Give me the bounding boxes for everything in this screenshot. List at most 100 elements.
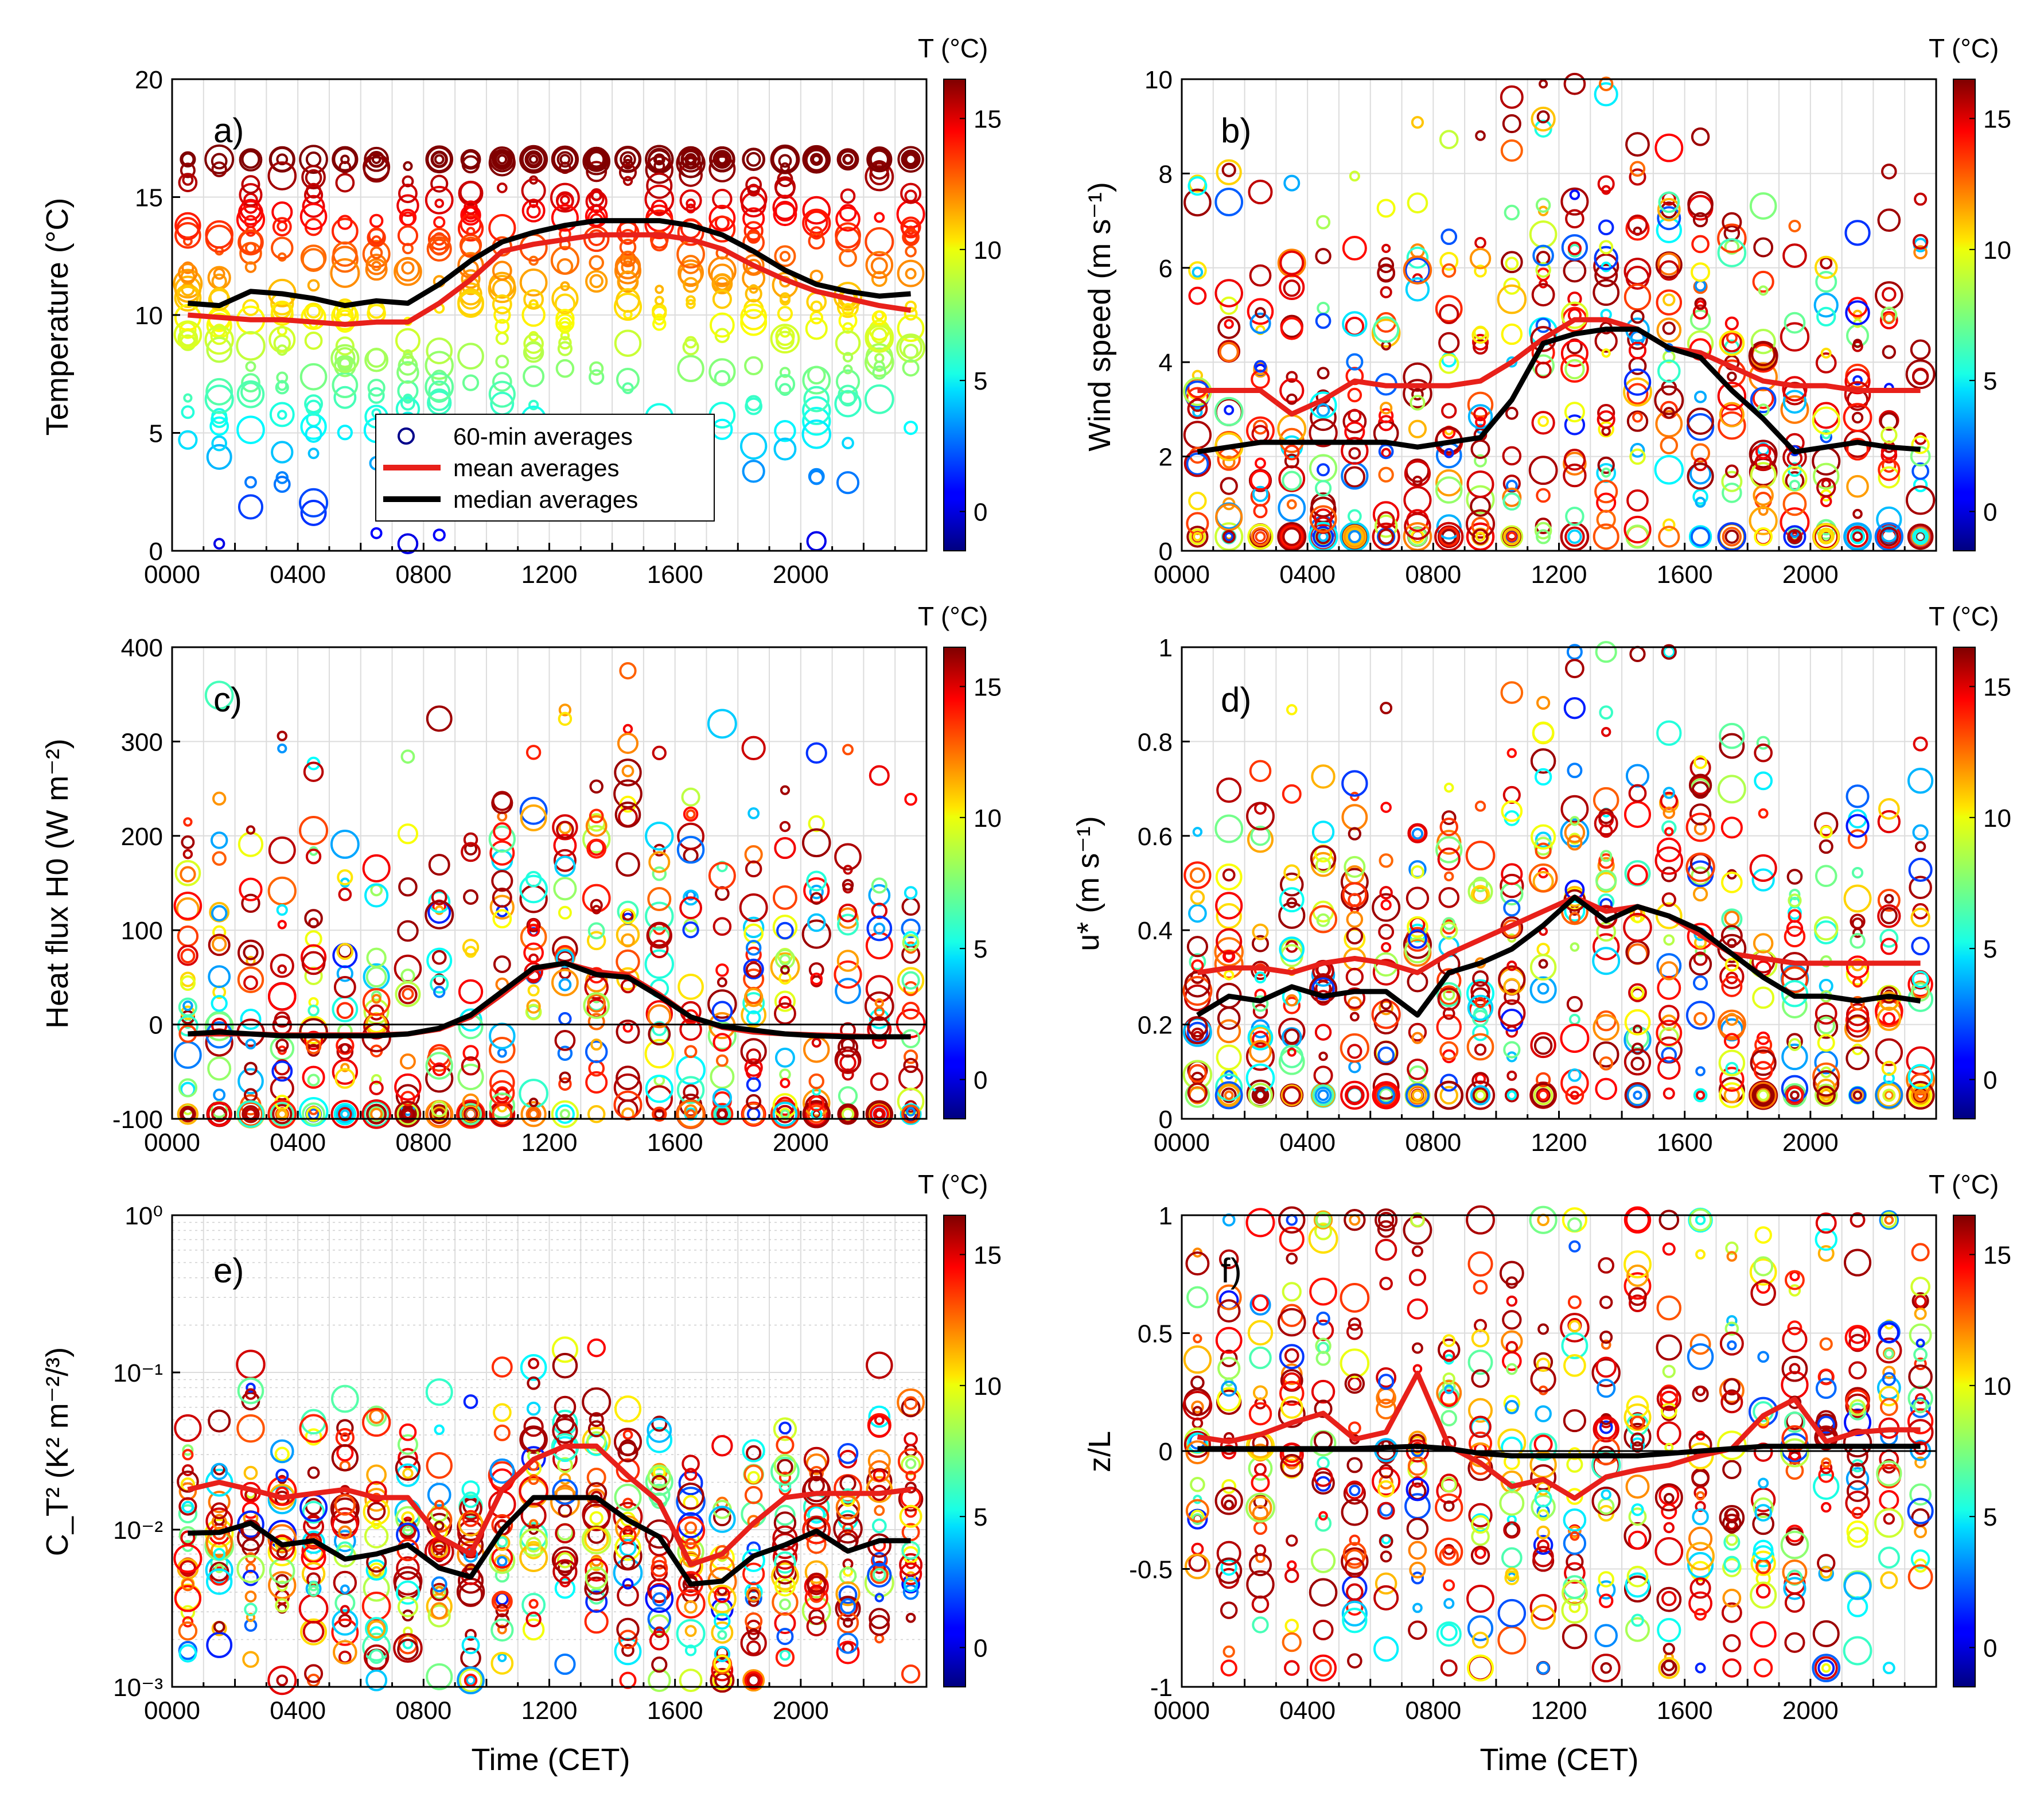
scatter-point	[1597, 1379, 1616, 1398]
scatter-point	[1879, 1398, 1898, 1417]
scatter-point	[1345, 527, 1364, 546]
scatter-point	[523, 333, 544, 354]
scatter-point	[305, 425, 322, 443]
scatter-point	[1594, 1624, 1618, 1648]
scatter-point	[492, 1403, 512, 1422]
scatter-point	[1191, 1400, 1204, 1414]
scatter-point	[1188, 261, 1207, 280]
scatter-point	[491, 870, 513, 892]
scatter-point	[811, 1037, 822, 1048]
scatter-point	[334, 1104, 355, 1125]
scatter-point	[1350, 791, 1360, 802]
scatter-point	[1221, 1479, 1237, 1494]
scatter-point	[1341, 1547, 1369, 1576]
scatter-point	[1345, 1480, 1364, 1500]
scatter-point	[1380, 802, 1392, 813]
scatter-point	[1656, 720, 1682, 746]
scatter-point	[1435, 1493, 1463, 1522]
scatter-point	[1315, 1212, 1331, 1228]
scatter-point	[802, 208, 831, 238]
scatter-point	[1754, 771, 1773, 791]
scatter-point	[433, 528, 446, 542]
scatter-point	[1843, 403, 1872, 433]
scatter-point	[1722, 483, 1742, 503]
scatter-point	[808, 1609, 825, 1625]
scatter-point	[1815, 352, 1837, 374]
scatter-point	[809, 469, 824, 485]
scatter-point	[1349, 1484, 1361, 1496]
scatter-point	[1502, 785, 1521, 804]
median-line-f	[1182, 1444, 1936, 1458]
scatter-point	[1317, 463, 1330, 477]
scatter-point	[1628, 1287, 1647, 1306]
scatter-point	[1564, 402, 1585, 423]
scatter-point	[835, 1049, 861, 1074]
scatter-point	[393, 1566, 423, 1596]
scatter-point	[556, 1457, 573, 1473]
scatter-point	[897, 1087, 925, 1115]
scatter-point	[742, 147, 766, 172]
scatter-point	[620, 1555, 636, 1570]
scatter-point	[1663, 787, 1675, 799]
scatter-point	[181, 1500, 194, 1514]
scatter-point	[245, 1563, 256, 1574]
x-tick-label: 0000	[144, 1129, 200, 1157]
scatter-point	[1595, 1078, 1617, 1100]
scatter-point	[1372, 1072, 1400, 1100]
scatter-point	[1726, 332, 1738, 344]
scatter-point	[1568, 1068, 1582, 1082]
scatter-point	[1599, 1296, 1613, 1309]
scatter-point	[865, 975, 893, 1003]
scatter-point	[335, 173, 355, 193]
scatter-point	[551, 204, 579, 232]
scatter-point	[678, 974, 704, 1000]
scatter-point	[180, 162, 196, 178]
scatter-point	[495, 1604, 509, 1617]
scatter-point	[1560, 354, 1589, 383]
scatter-point	[1812, 406, 1840, 435]
scatter-point	[1277, 1308, 1306, 1337]
scatter-point	[1567, 763, 1583, 779]
scatter-point	[1633, 1090, 1642, 1100]
scatter-point	[1598, 1257, 1615, 1274]
scatter-point	[1692, 304, 1708, 320]
scatter-point	[1789, 889, 1801, 900]
scatter-point	[246, 1382, 256, 1393]
y-tick-label: 0	[1159, 1106, 1173, 1134]
scatter-point	[207, 1101, 232, 1127]
scatter-point	[613, 1502, 643, 1532]
scatter-point	[1914, 1456, 1927, 1469]
scatter-point	[1501, 323, 1523, 345]
scatter-point	[1599, 1056, 1614, 1071]
scatter-point	[1529, 1594, 1557, 1621]
scatter-point	[337, 356, 353, 372]
scatter-point	[178, 1504, 198, 1524]
scatter-point	[1913, 1398, 1928, 1414]
scatter-point	[1471, 1515, 1490, 1534]
scatter-point	[1719, 733, 1745, 759]
x-tick-label: 1600	[647, 561, 703, 589]
scatter-point	[804, 1560, 828, 1584]
scatter-point	[1535, 262, 1551, 278]
scatter-point	[558, 1077, 572, 1091]
scatter-point	[1379, 1534, 1393, 1549]
scatter-point	[497, 1555, 508, 1567]
scatter-point	[1443, 1598, 1455, 1609]
scatter-point	[1845, 1389, 1870, 1414]
scatter-point	[652, 1106, 667, 1122]
scatter-point	[1789, 480, 1801, 491]
scatter-point	[1560, 1313, 1590, 1343]
y-tick-label: 0.8	[1138, 728, 1173, 756]
scatter-point	[1251, 527, 1270, 546]
scatter-point	[1846, 1046, 1870, 1071]
scatter-point	[905, 1458, 917, 1469]
scatter-point	[553, 849, 577, 872]
scatter-point	[1253, 1494, 1268, 1509]
scatter-point	[1850, 932, 1866, 949]
scatter-point	[616, 367, 640, 392]
scatter-point	[1186, 452, 1209, 476]
scatter-point	[589, 369, 605, 385]
scatter-point	[707, 709, 737, 739]
scatter-point	[900, 1103, 922, 1125]
scatter-point	[1252, 1385, 1268, 1401]
